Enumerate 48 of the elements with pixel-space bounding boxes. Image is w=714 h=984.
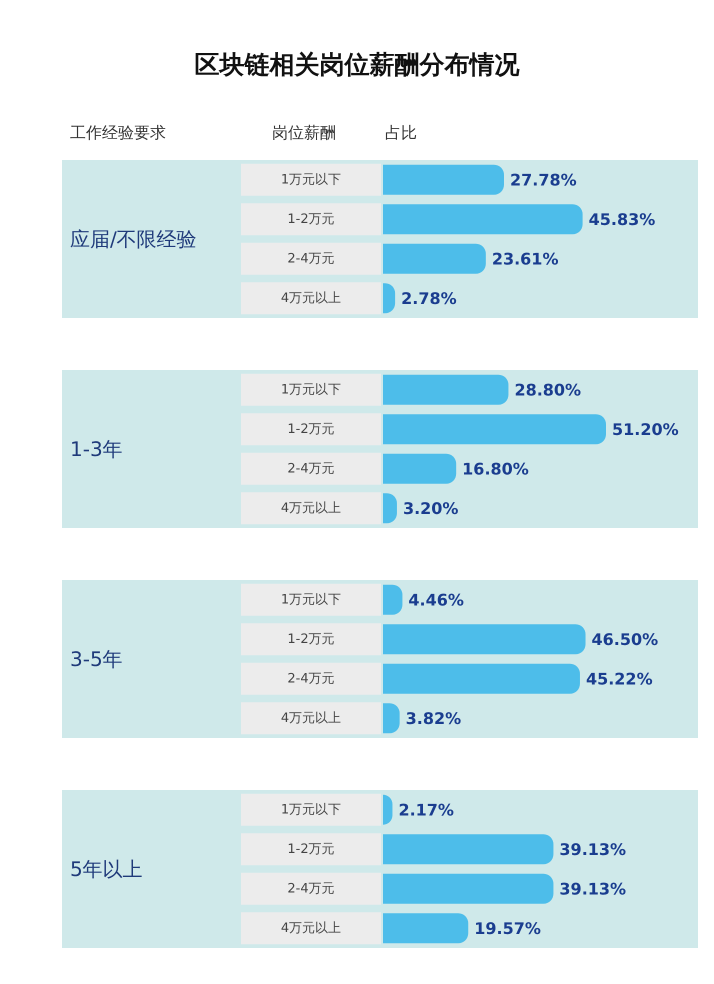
y-tick-label: 1万元以下 [280, 172, 342, 188]
y-tick-label: 2-4万元 [287, 881, 335, 896]
y-tick-label: 1-2万元 [287, 632, 335, 647]
y-tick-label: 1-2万元 [287, 422, 335, 437]
y-tick-label: 4万元以上 [280, 290, 342, 306]
data-label: 3.20% [402, 498, 458, 518]
data-label: 3.82% [406, 708, 462, 728]
bar [383, 374, 508, 405]
data-label: 23.61% [492, 249, 558, 268]
data-label: 45.83% [588, 210, 656, 229]
y-axis-title: 1-3年 [70, 437, 123, 461]
text: 占比 [385, 123, 417, 144]
data-label: 45.22% [586, 669, 653, 688]
y-tick-label: 1万元以下 [280, 802, 342, 818]
data-label: 2.78% [401, 288, 457, 308]
y-tick-label: 4万元以上 [280, 710, 342, 726]
bar [383, 414, 606, 444]
y-tick-label: 2-4万元 [287, 671, 335, 686]
bar [383, 664, 580, 694]
y-tick-label: 1万元以下 [280, 592, 342, 608]
data-label: 16.80% [462, 459, 529, 478]
y-tick-label: 1-2万元 [287, 842, 335, 857]
y-tick-label: 1万元以下 [280, 382, 342, 398]
y-axis-title: 3-5年 [70, 647, 123, 671]
data-label: 28.80% [514, 380, 582, 400]
data-label: 4.46% [408, 590, 464, 610]
bar [383, 164, 504, 195]
y-tick-label: 1-2万元 [287, 212, 335, 227]
y-tick-label: 4万元以上 [280, 920, 342, 936]
bar [383, 204, 583, 234]
text: 工作经验要求 [70, 123, 166, 144]
bar [383, 454, 456, 484]
data-label: 2.17% [398, 800, 454, 820]
chart-title: 区块链相关岗位薪酬分布情况 [194, 49, 520, 81]
data-label: 39.13% [559, 879, 626, 898]
data-label: 51.20% [612, 420, 679, 439]
data-label: 39.13% [559, 840, 626, 859]
data-label: 19.57% [474, 918, 541, 938]
text: 岗位薪酬 [272, 123, 336, 144]
y-tick-label: 2-4万元 [287, 461, 335, 476]
bar [383, 244, 486, 274]
y-tick-label: 4万元以上 [280, 500, 342, 516]
data-label: 46.50% [592, 630, 658, 649]
y-axis-title: 5年以上 [70, 857, 143, 881]
y-tick-label: 2-4万元 [287, 251, 335, 266]
data-label: 27.78% [510, 170, 577, 190]
bar [383, 624, 586, 654]
y-axis-title: 应届/不限经验 [70, 227, 197, 251]
